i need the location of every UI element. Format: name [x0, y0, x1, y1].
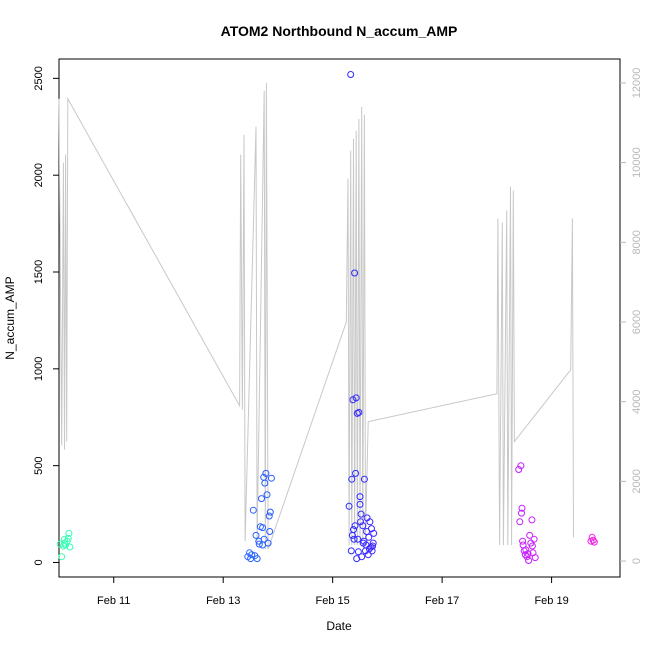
- data-point: [348, 531, 356, 539]
- data-point: [518, 504, 526, 512]
- data-point: [351, 522, 359, 530]
- data-point: [352, 394, 360, 402]
- right-y-axis: 0 2000 4000 6000 8000 10000 12000: [620, 68, 643, 564]
- data-point: [253, 555, 261, 563]
- x-tick-label: Feb 17: [425, 595, 459, 607]
- y2-tick-label: 12000: [631, 68, 643, 99]
- data-point: [365, 533, 373, 541]
- y-tick-label: 1500: [33, 260, 45, 284]
- chart-title: ATOM2 Northbound N_accum_AMP: [221, 23, 458, 39]
- data-point: [360, 537, 368, 545]
- data-point: [262, 469, 270, 477]
- data-point: [522, 546, 530, 554]
- x-axis-label: Date: [326, 619, 352, 633]
- y-tick-label: 500: [33, 456, 45, 474]
- line-layer: [58, 82, 574, 550]
- data-point: [58, 553, 66, 561]
- y-tick-label: 0: [33, 559, 45, 565]
- data-point: [248, 551, 256, 559]
- data-point: [360, 475, 368, 483]
- y2-tick-label: 6000: [631, 310, 643, 334]
- data-point: [255, 540, 263, 548]
- x-tick-label: Feb 13: [206, 595, 240, 607]
- y-axis: 0 500 1000 1500 2000 2500: [33, 66, 59, 566]
- data-point: [347, 71, 355, 78]
- data-point: [531, 554, 539, 562]
- data-point: [64, 534, 72, 542]
- data-point: [356, 500, 364, 508]
- y2-tick-label: 2000: [631, 469, 643, 493]
- data-point: [345, 502, 353, 510]
- data-point: [370, 529, 378, 537]
- data-point: [258, 495, 265, 503]
- data-point: [265, 512, 273, 520]
- data-point: [266, 528, 274, 535]
- y-tick-label: 2000: [33, 163, 45, 187]
- data-point: [249, 506, 257, 514]
- x-tick-label: Feb 19: [534, 595, 568, 607]
- y-tick-label: 2500: [33, 66, 45, 90]
- data-point: [354, 535, 362, 543]
- data-point: [357, 518, 365, 526]
- data-point: [65, 529, 73, 537]
- data-point: [350, 535, 358, 543]
- data-point: [347, 547, 355, 555]
- data-point: [590, 538, 598, 546]
- data-point: [252, 531, 260, 539]
- data-point: [528, 542, 536, 550]
- data-point: [264, 539, 272, 547]
- data-point: [351, 269, 359, 277]
- data-point: [517, 462, 525, 470]
- y-tick-label: 1000: [33, 357, 45, 381]
- y2-tick-label: 8000: [631, 230, 643, 254]
- data-point: [369, 542, 377, 550]
- y2-tick-label: 0: [631, 558, 643, 564]
- data-point: [353, 409, 361, 417]
- data-point: [66, 543, 74, 551]
- data-point: [526, 531, 534, 539]
- data-point: [348, 475, 356, 483]
- data-point: [518, 509, 525, 517]
- data-point: [524, 550, 532, 558]
- y-axis-label: N_accum_AMP: [3, 276, 17, 359]
- point-layer: [56, 71, 598, 564]
- data-point: [355, 408, 363, 416]
- x-tick-label: Feb 11: [97, 595, 130, 607]
- data-point: [261, 479, 269, 487]
- data-point: [528, 516, 536, 524]
- data-point: [259, 524, 267, 532]
- data-point: [519, 537, 527, 545]
- data-point: [516, 518, 524, 526]
- data-point: [263, 491, 271, 499]
- data-point: [354, 548, 362, 556]
- data-point: [366, 518, 374, 526]
- x-tick-label: Feb 15: [316, 595, 350, 607]
- data-point: [357, 510, 365, 518]
- y2-tick-label: 10000: [631, 147, 643, 178]
- data-point: [356, 493, 364, 501]
- data-point: [530, 535, 538, 543]
- data-point: [352, 469, 360, 477]
- data-point: [267, 474, 275, 482]
- data-point: [61, 539, 68, 547]
- plot-area: [58, 58, 621, 578]
- data-point: [369, 539, 377, 547]
- y2-tick-label: 4000: [631, 389, 643, 413]
- data-point: [353, 555, 361, 563]
- series-line: [58, 82, 574, 550]
- data-point: [525, 557, 533, 564]
- data-point: [359, 522, 367, 530]
- data-point: [515, 466, 523, 473]
- x-axis: Feb 11 Feb 13 Feb 15 Feb 17 Feb 19: [97, 577, 569, 607]
- data-point: [266, 508, 274, 516]
- data-point: [260, 535, 268, 543]
